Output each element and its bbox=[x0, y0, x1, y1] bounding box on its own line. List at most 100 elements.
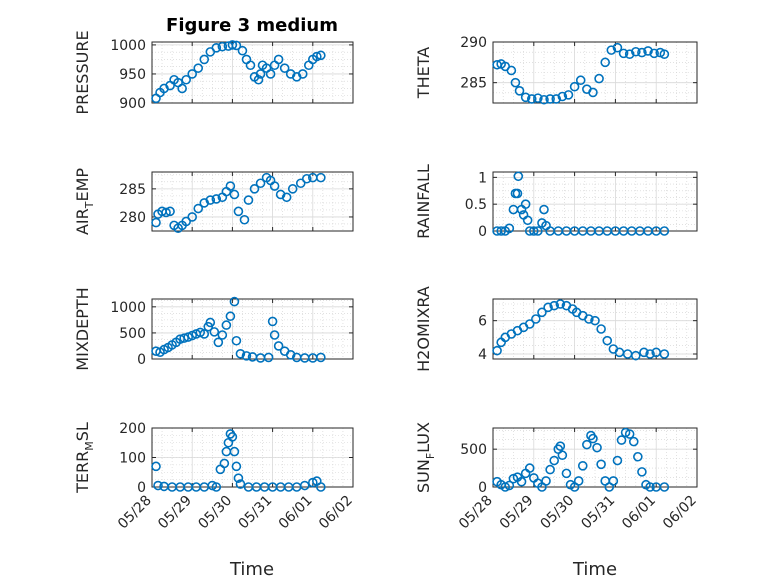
data-point bbox=[187, 69, 197, 79]
axes-frame bbox=[492, 427, 698, 488]
data-point bbox=[639, 347, 649, 358]
y-tick-label: 100 bbox=[119, 451, 146, 467]
data-point bbox=[563, 90, 574, 100]
data-point bbox=[165, 206, 175, 217]
y-tick-label: 0 bbox=[137, 480, 146, 496]
x-tick-label: 06/02 bbox=[660, 493, 700, 533]
data-point bbox=[533, 93, 543, 103]
data-point bbox=[637, 47, 647, 58]
subplot-theta: 285 290 THETA bbox=[414, 35, 698, 105]
data-point bbox=[205, 317, 216, 328]
data-point bbox=[659, 482, 670, 492]
data-point bbox=[630, 350, 641, 361]
data-point bbox=[514, 86, 525, 96]
data-point bbox=[522, 215, 533, 226]
y-tick-label: 950 bbox=[119, 67, 146, 83]
y-axis-label: TERRMSL bbox=[73, 422, 96, 494]
data-point bbox=[285, 350, 296, 360]
axes-frame bbox=[151, 171, 354, 232]
data-point bbox=[643, 46, 653, 56]
data-point bbox=[628, 436, 639, 447]
data-point bbox=[265, 69, 276, 79]
data-point bbox=[269, 181, 280, 191]
data-point bbox=[267, 316, 278, 327]
data-point bbox=[618, 48, 629, 59]
data-point bbox=[273, 54, 284, 65]
data-point bbox=[181, 74, 191, 85]
data-point bbox=[557, 91, 568, 102]
data-point bbox=[316, 172, 326, 183]
data-point bbox=[239, 214, 250, 225]
data-point bbox=[179, 333, 189, 343]
data-point bbox=[520, 92, 531, 103]
data-point bbox=[545, 94, 555, 104]
data-point bbox=[659, 349, 670, 359]
data-point bbox=[295, 178, 306, 189]
data-point bbox=[539, 94, 549, 105]
data-point bbox=[227, 40, 238, 50]
data-point bbox=[590, 315, 600, 326]
data-point bbox=[541, 476, 551, 486]
data-point bbox=[496, 226, 506, 236]
data-point bbox=[217, 330, 228, 340]
data-point bbox=[555, 441, 566, 451]
data-point bbox=[211, 194, 222, 204]
data-point bbox=[211, 43, 222, 53]
data-point bbox=[151, 217, 161, 228]
data-point bbox=[281, 192, 292, 203]
subplot-terr-msl: 0 100 200 TERRMSL 05/28 05/29 05/30 05/31 06/01 0… bbox=[73, 421, 356, 532]
y-tick-label: 900 bbox=[119, 96, 146, 112]
data-point bbox=[161, 207, 171, 218]
data-point bbox=[193, 63, 204, 73]
data-point bbox=[193, 203, 204, 214]
y-tick-label: 200 bbox=[119, 421, 146, 437]
data-point bbox=[649, 48, 659, 59]
subplot-sun-flux: 0 500 SUNFLUX 05/28 05/29 05/30 05/31 06/01 06/0… bbox=[414, 422, 700, 532]
data-point bbox=[253, 74, 264, 85]
subplot-mixdepth: 0 500 1000 MIXDEPTH bbox=[73, 287, 354, 371]
y-axis-label: PRESSURE bbox=[73, 30, 92, 114]
data-point bbox=[575, 75, 586, 86]
y-axis-label: H2OMIXRA bbox=[414, 286, 433, 372]
data-point bbox=[549, 300, 560, 311]
data-point bbox=[624, 49, 635, 60]
data-point bbox=[616, 435, 627, 445]
data-point bbox=[243, 195, 254, 205]
data-point bbox=[273, 341, 284, 351]
y-axis-label: RAINFALL bbox=[414, 164, 433, 239]
data-point bbox=[608, 476, 619, 486]
y-tick-label: 1 bbox=[478, 170, 487, 186]
data-point bbox=[233, 473, 244, 483]
figure-title: Figure 3 medium bbox=[166, 15, 338, 36]
y-axis-label: SUNFLUX bbox=[414, 422, 437, 493]
data-point bbox=[528, 226, 539, 236]
y-tick-label: 500 bbox=[119, 326, 146, 342]
x-tick-label: 05/31 bbox=[236, 493, 276, 533]
data-point bbox=[255, 178, 266, 189]
data-point bbox=[645, 482, 655, 492]
data-point bbox=[255, 69, 266, 79]
data-point bbox=[573, 476, 584, 486]
data-point bbox=[612, 455, 623, 466]
data-point bbox=[229, 296, 240, 307]
y-tick-label: 500 bbox=[460, 442, 487, 458]
subplot-air-temp: 280 285 AIRTEMP bbox=[73, 168, 354, 235]
axes-frame bbox=[151, 41, 354, 104]
data-point bbox=[512, 188, 523, 199]
data-point bbox=[492, 345, 502, 356]
data-point bbox=[582, 439, 592, 450]
data-point bbox=[524, 463, 535, 473]
y-tick-label: 4 bbox=[478, 347, 487, 363]
axes-frame bbox=[492, 41, 698, 104]
data-point bbox=[659, 49, 670, 60]
data-point bbox=[504, 223, 515, 234]
data-point bbox=[645, 349, 655, 359]
data-point bbox=[606, 45, 617, 55]
y-tick-label: 285 bbox=[460, 76, 487, 92]
data-point bbox=[287, 184, 298, 194]
data-point bbox=[231, 335, 242, 346]
data-point bbox=[177, 83, 187, 94]
y-tick-label: 6 bbox=[478, 314, 487, 330]
